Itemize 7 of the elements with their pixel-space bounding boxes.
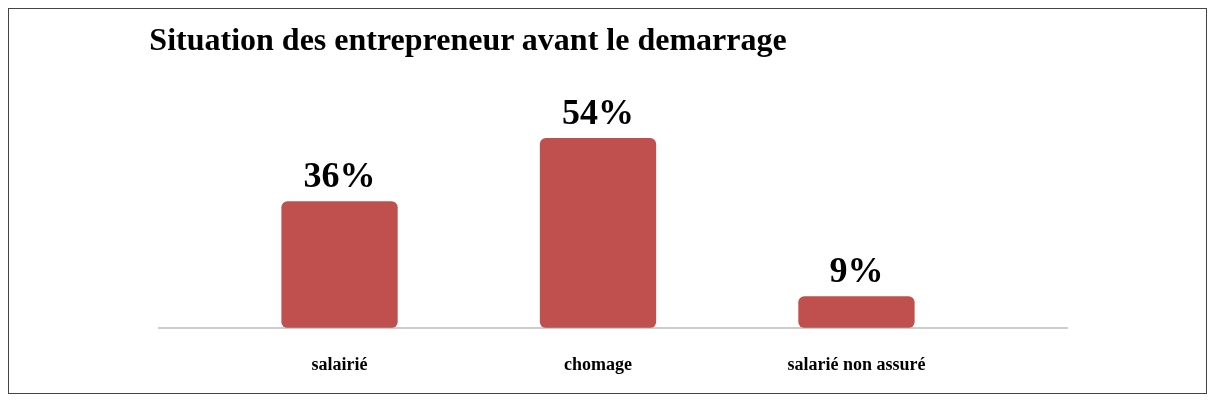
data-label: 9% (829, 250, 884, 291)
chart-title: Situation des entrepreneur avant le demarrage (149, 21, 787, 57)
x-tick-label: chomage (564, 354, 632, 374)
data-label: 54% (562, 92, 634, 132)
x-tick-label: salairié (311, 354, 368, 374)
x-tick-label: salarié non assuré (787, 354, 926, 374)
data-label: 36% (303, 155, 376, 196)
